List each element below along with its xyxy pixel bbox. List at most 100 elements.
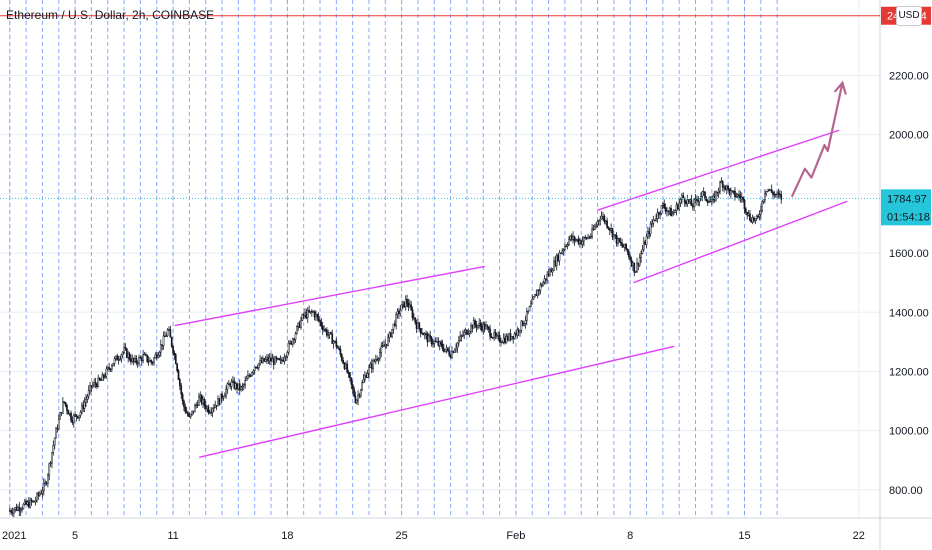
candle-down [637, 262, 640, 266]
candle-up [598, 220, 600, 222]
candle-up [596, 221, 599, 226]
candle-up [296, 326, 298, 334]
candle-down [621, 242, 623, 247]
candle-down [780, 194, 783, 200]
candle-down [136, 362, 139, 364]
candle-down [504, 337, 506, 344]
candle-up [634, 271, 637, 273]
candle-up [769, 189, 772, 191]
candle-down [481, 325, 483, 331]
candle-up [698, 198, 701, 202]
candle-up [279, 359, 282, 361]
candle-up [55, 427, 57, 439]
currency-button[interactable]: USD [896, 6, 922, 26]
candle-up [285, 355, 287, 359]
candle-down [60, 412, 63, 414]
candle-up [143, 354, 146, 356]
candle-up [686, 199, 689, 205]
candle-down [67, 410, 70, 415]
candle-up [681, 195, 683, 200]
candle-up [89, 385, 91, 391]
candle-up [86, 396, 89, 400]
candle-down [430, 336, 433, 345]
candle-down [418, 322, 421, 329]
candle-up [694, 198, 697, 200]
candle-up [153, 357, 155, 363]
candle-up [666, 210, 668, 212]
candle-up [674, 210, 676, 213]
candle-down [278, 358, 281, 360]
candle-down [339, 348, 342, 355]
candle-down [275, 357, 278, 360]
candlestick-series [8, 177, 783, 518]
candle-up [391, 328, 393, 337]
candle-up [357, 394, 359, 401]
price-axis-label: 2000.00 [889, 130, 929, 142]
candle-up [345, 363, 347, 369]
candle-up [241, 385, 244, 388]
candle-down [313, 311, 316, 318]
candle-down [721, 181, 724, 188]
symbol-title[interactable]: Ethereum / U.S. Dollar, 2h, COINBASE [6, 8, 215, 22]
candle-down [739, 195, 742, 199]
candle-down [734, 190, 736, 198]
candle-up [602, 215, 604, 218]
candle-up [247, 375, 249, 380]
candle-up [266, 357, 268, 360]
time-axis-labels[interactable]: 2021 5 11 18 25 Feb 8 15 22 [2, 530, 865, 542]
candle-up [41, 490, 44, 494]
candle-up [36, 493, 38, 501]
candle-down [207, 406, 210, 413]
candle-down [248, 375, 251, 377]
candle-down [267, 357, 270, 362]
candle-up [668, 207, 671, 212]
candle-down [317, 316, 320, 321]
candle-up [519, 330, 521, 333]
candle-up [581, 240, 584, 245]
forecast-path [790, 82, 844, 198]
candle-down [203, 399, 206, 406]
price-axis-label: 1200.00 [889, 366, 929, 378]
candle-down [260, 360, 263, 363]
candle-down [238, 383, 241, 391]
candle-up [613, 234, 615, 238]
forecast-arrow[interactable] [790, 80, 847, 198]
candle-down [270, 357, 272, 362]
candle-up [355, 399, 358, 403]
candle-up [576, 238, 578, 241]
candle-up [334, 340, 336, 343]
candle-up [225, 388, 227, 396]
candle-up [168, 329, 170, 331]
candle-down [615, 234, 618, 244]
candle-up [457, 340, 460, 344]
candle-down [181, 393, 184, 402]
candle-up [712, 195, 715, 200]
candle-down [474, 320, 476, 325]
candle-down [749, 213, 751, 221]
candle-up [34, 500, 37, 503]
candle-down [71, 420, 74, 423]
trendline-drawings[interactable] [174, 129, 848, 459]
candle-up [776, 192, 778, 195]
candle-down [177, 370, 180, 380]
candle-up [417, 322, 419, 329]
candle-up [671, 213, 674, 217]
candle-down [619, 241, 622, 244]
candle-up [19, 509, 22, 512]
candle-down [188, 415, 191, 417]
candle-down [706, 200, 709, 203]
price-axis-labels[interactable]: 800.001000.001200.001400.001600.001800.0… [889, 70, 929, 496]
candle-up [392, 323, 395, 330]
candle-down [128, 353, 131, 360]
candle-down [535, 294, 538, 297]
candle-up [257, 363, 260, 368]
candle-up [583, 236, 585, 242]
candle-up [689, 199, 691, 203]
candle-up [301, 314, 304, 321]
candle-down [196, 404, 199, 406]
candle-up [701, 191, 704, 197]
candle-down [407, 302, 410, 308]
candle-down [365, 375, 368, 378]
candle-up [568, 239, 570, 246]
